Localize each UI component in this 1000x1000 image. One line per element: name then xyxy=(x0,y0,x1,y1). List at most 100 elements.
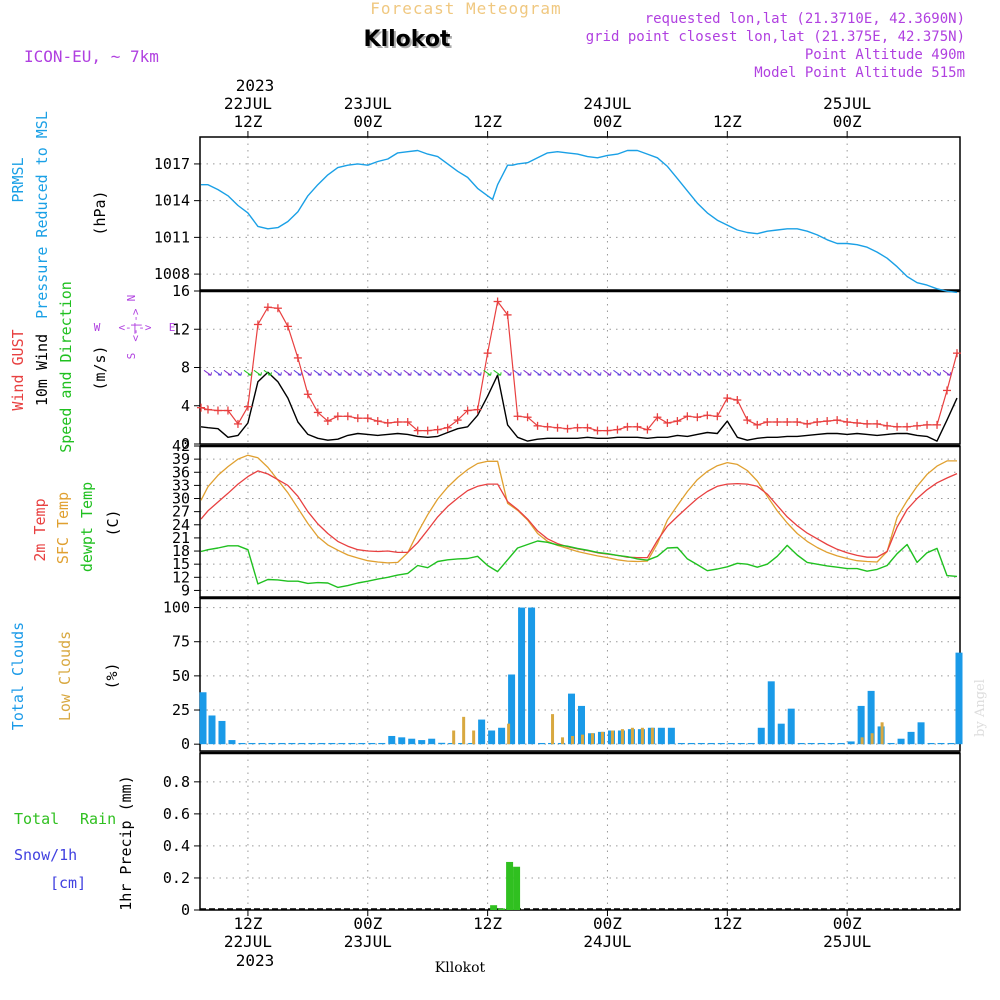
gust-marker xyxy=(413,426,422,435)
total-clouds-bar xyxy=(817,742,825,745)
total-clouds-bar xyxy=(538,742,546,745)
bottom-hour-label: 00Z xyxy=(833,914,862,933)
total-clouds-bar xyxy=(757,727,765,745)
wind-direction-arrow xyxy=(832,369,842,376)
arrow-head xyxy=(857,372,862,376)
arrow-shaft xyxy=(742,369,751,376)
clouds-label-total: Total Clouds xyxy=(9,622,27,730)
gust-marker xyxy=(833,416,842,425)
wind-direction-arrow xyxy=(383,369,392,376)
bottom-hour-label: 00Z xyxy=(593,914,622,933)
gust-marker xyxy=(733,396,742,405)
arrow-head xyxy=(627,372,632,376)
wind-direction-arrow xyxy=(473,369,482,376)
total-clouds-bar xyxy=(338,742,346,745)
wind-ytick-label: 4 xyxy=(181,397,190,415)
total-clouds-bar xyxy=(657,727,665,745)
total-clouds-bar xyxy=(438,742,446,745)
pressure-ytick-label: 1014 xyxy=(154,192,190,210)
wind-direction-arrow xyxy=(363,369,372,376)
precip-label-total: Total xyxy=(14,810,59,828)
total-clouds-bar xyxy=(418,740,426,745)
arrow-head xyxy=(217,372,222,376)
arrow-shaft xyxy=(772,369,781,376)
wind-direction-arrow xyxy=(772,369,782,376)
bottom-day-label: 24JUL xyxy=(583,932,631,951)
arrow-head xyxy=(527,372,532,376)
temp-label-dewpt: dewpt Temp xyxy=(78,482,96,572)
arrow-head xyxy=(827,372,832,376)
arrow-shaft xyxy=(573,369,581,376)
bottom-location: Kllokot xyxy=(435,960,486,976)
total-clouds-bar xyxy=(697,742,705,745)
arrow-shaft xyxy=(583,369,591,376)
arrow-head xyxy=(727,372,732,376)
bottom-day-label: 22JUL xyxy=(224,932,272,951)
gust-marker xyxy=(283,322,292,331)
wind-direction-arrow xyxy=(842,369,852,376)
arrow-head xyxy=(687,372,692,376)
wind-direction-arrow xyxy=(483,369,492,376)
arrow-shaft xyxy=(473,369,481,376)
arrow-head xyxy=(926,372,932,376)
wind-direction-arrow xyxy=(503,369,512,376)
arrow-shaft xyxy=(303,369,312,376)
wind-direction-arrow xyxy=(533,369,542,376)
top-year: 2023 xyxy=(236,76,275,95)
arrow-shaft xyxy=(263,369,272,376)
gust-marker xyxy=(723,394,732,403)
arrow-head xyxy=(287,372,292,376)
low-clouds-bar xyxy=(640,727,644,745)
wind-compass: W E <-|-> <-|-> N S xyxy=(94,295,176,360)
arrow-head xyxy=(227,372,232,376)
arrow-head xyxy=(887,372,892,376)
gust-marker xyxy=(933,420,942,429)
temp-ytick-label: 39 xyxy=(172,450,190,468)
arrow-shaft xyxy=(243,369,252,376)
clouds-ytick-label: 25 xyxy=(172,701,190,719)
arrow-shaft xyxy=(453,369,461,376)
total-clouds-bar xyxy=(777,723,785,745)
gust-marker xyxy=(673,417,682,426)
arrow-shaft xyxy=(383,369,392,376)
arrow-shaft xyxy=(213,369,222,376)
arrow-shaft xyxy=(403,369,412,376)
gust-marker xyxy=(273,304,282,313)
wind-direction-arrow xyxy=(942,369,952,376)
total-clouds-bar xyxy=(199,692,207,745)
total-clouds-bar xyxy=(528,607,536,745)
wind-direction-arrow xyxy=(323,369,332,376)
arrow-head xyxy=(357,372,362,376)
precip-ylabel: 1hr Precip (mm) xyxy=(117,775,135,910)
total-clouds-bar xyxy=(398,737,406,745)
wind-direction-arrow xyxy=(583,369,592,376)
gust-marker xyxy=(753,420,762,429)
gust-marker xyxy=(603,426,612,435)
arrow-shaft xyxy=(553,369,561,376)
rain-bar xyxy=(513,866,521,910)
total-clouds-bar xyxy=(887,742,895,745)
precip-ytick-label: 0.8 xyxy=(163,773,190,791)
wind-direction-arrow xyxy=(762,369,772,376)
wind-direction-arrow xyxy=(932,369,942,376)
low-clouds-bar xyxy=(571,735,575,745)
gust-marker xyxy=(313,408,322,417)
arrow-shaft xyxy=(942,369,951,376)
low-clouds-bar xyxy=(590,733,594,745)
gust-marker xyxy=(623,422,632,431)
wind-direction-arrow xyxy=(343,369,352,376)
top-hour-label: 00Z xyxy=(593,112,622,131)
arrow-shaft xyxy=(653,369,661,376)
total-clouds-bar xyxy=(488,730,496,745)
total-clouds-bar xyxy=(328,742,336,745)
gust-marker xyxy=(213,406,222,415)
total-clouds-bar xyxy=(238,742,246,745)
sfc-temp-line xyxy=(200,454,957,564)
gust-marker xyxy=(633,422,642,431)
gust-marker xyxy=(196,403,205,412)
wind-direction-arrow xyxy=(683,369,692,376)
gust-marker xyxy=(333,412,342,421)
arrow-shaft xyxy=(703,369,711,376)
arrow-head xyxy=(897,372,902,376)
gust-marker xyxy=(573,423,582,432)
